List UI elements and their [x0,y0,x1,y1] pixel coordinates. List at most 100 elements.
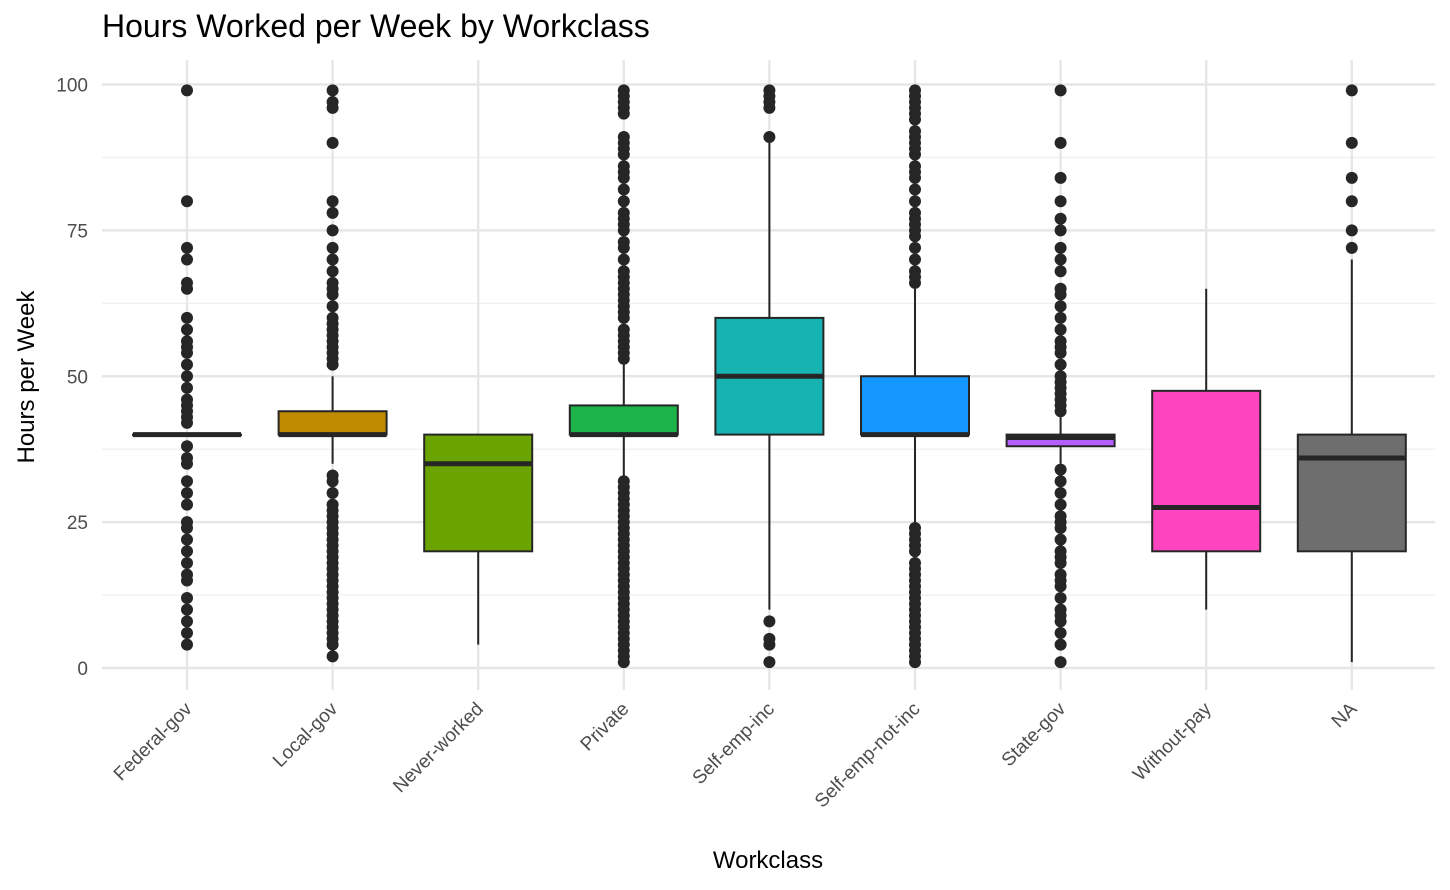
box-rect [1005,433,1116,448]
outlier-point [181,615,193,628]
outlier-point [326,224,339,237]
outlier-point [617,148,630,161]
outlier-point [909,545,921,558]
outlier-point [326,136,339,149]
outlier-point [181,440,193,453]
outlier-point [1345,136,1358,149]
x-tick-label: Local-gov [269,698,342,771]
outlier-point [909,253,921,266]
outlier-point [181,556,193,569]
outlier-point [1054,656,1067,669]
x-tick-label: Private [577,699,634,756]
outlier-point [181,498,193,511]
outlier-point [763,638,776,651]
outlier-point [763,656,776,669]
outlier-point [181,475,193,488]
outlier-point [181,311,193,324]
outlier-point [1054,580,1067,593]
box-self-emp-inc [714,84,825,669]
box-rect [568,404,679,436]
outlier-point [909,195,921,208]
outlier-point [909,241,921,254]
outlier-point [181,323,193,336]
outlier-point [181,346,193,359]
outlier-point [1054,463,1067,476]
outlier-point [181,626,193,639]
outlier-point [909,183,921,196]
outlier-point [181,241,193,254]
outlier-point [1054,241,1067,254]
outlier-point [326,358,339,371]
outlier-point [1054,136,1067,149]
outlier-point [909,656,921,669]
outlier-point [326,253,339,266]
x-tick-label: Self-emp-not-inc [811,699,924,812]
outlier-point [617,183,630,196]
outlier-point [617,224,630,237]
y-tick-label: 50 [67,367,88,388]
outlier-point [1054,346,1067,359]
y-tick-label: 100 [56,76,88,97]
outlier-point [326,241,339,254]
x-tick-label: Never-worked [389,699,487,797]
box-layer [132,84,1407,669]
outlier-point [181,282,193,295]
outlier-point [181,195,193,208]
outlier-point [326,300,339,313]
outlier-point [617,195,630,208]
outlier-point [1054,212,1067,225]
outlier-point [181,416,193,429]
outlier-point [326,288,339,301]
outlier-point [763,131,776,144]
y-tick-label: 0 [77,659,88,680]
x-tick-label: Without-pay [1129,698,1216,785]
outlier-point [1054,486,1067,499]
y-axis-title: Hours per Week [13,290,40,464]
outlier-point [181,638,193,651]
outlier-point [326,206,339,219]
outlier-point [181,381,193,394]
outlier-point [1345,224,1358,237]
box-never-worked [423,433,534,645]
x-axis-title: Workclass [713,847,823,874]
outlier-point [1054,521,1067,534]
box-rect [277,410,388,436]
outlier-point [181,591,193,604]
box-rect [1151,389,1262,553]
outlier-point [1345,241,1358,254]
outlier-point [326,650,339,663]
outlier-point [326,101,339,114]
outlier-point [1345,171,1358,184]
outlier-point [1054,288,1067,301]
outlier-point [1054,224,1067,237]
box-rect [423,433,534,553]
outlier-point [1054,591,1067,604]
chart-title: Hours Worked per Week by Workclass [102,8,650,44]
y-tick-labels: 0 25 50 75 100 [56,76,88,681]
outlier-point [909,276,921,289]
outlier-point [181,358,193,371]
x-tick-labels: Federal-gov Local-gov Never-worked Private S… [110,698,1362,812]
outlier-point [326,195,339,208]
y-tick-label: 25 [67,513,88,534]
outlier-point [1054,556,1067,569]
x-tick-label: NA [1328,698,1362,732]
outlier-point [763,101,776,114]
outlier-point [1054,358,1067,371]
outlier-point [1054,533,1067,546]
outlier-point [617,241,630,254]
x-tick-label: State-gov [998,698,1071,771]
outlier-point [1345,195,1358,208]
outlier-point [1054,195,1067,208]
outlier-point [1345,84,1358,97]
outlier-point [181,603,193,616]
outlier-point [326,486,339,499]
outlier-point [1054,265,1067,278]
box-na [1296,84,1407,663]
outlier-point [326,475,339,488]
outlier-point [181,486,193,499]
outlier-point [617,352,630,365]
outlier-point [181,84,193,97]
outlier-point [1054,615,1067,628]
